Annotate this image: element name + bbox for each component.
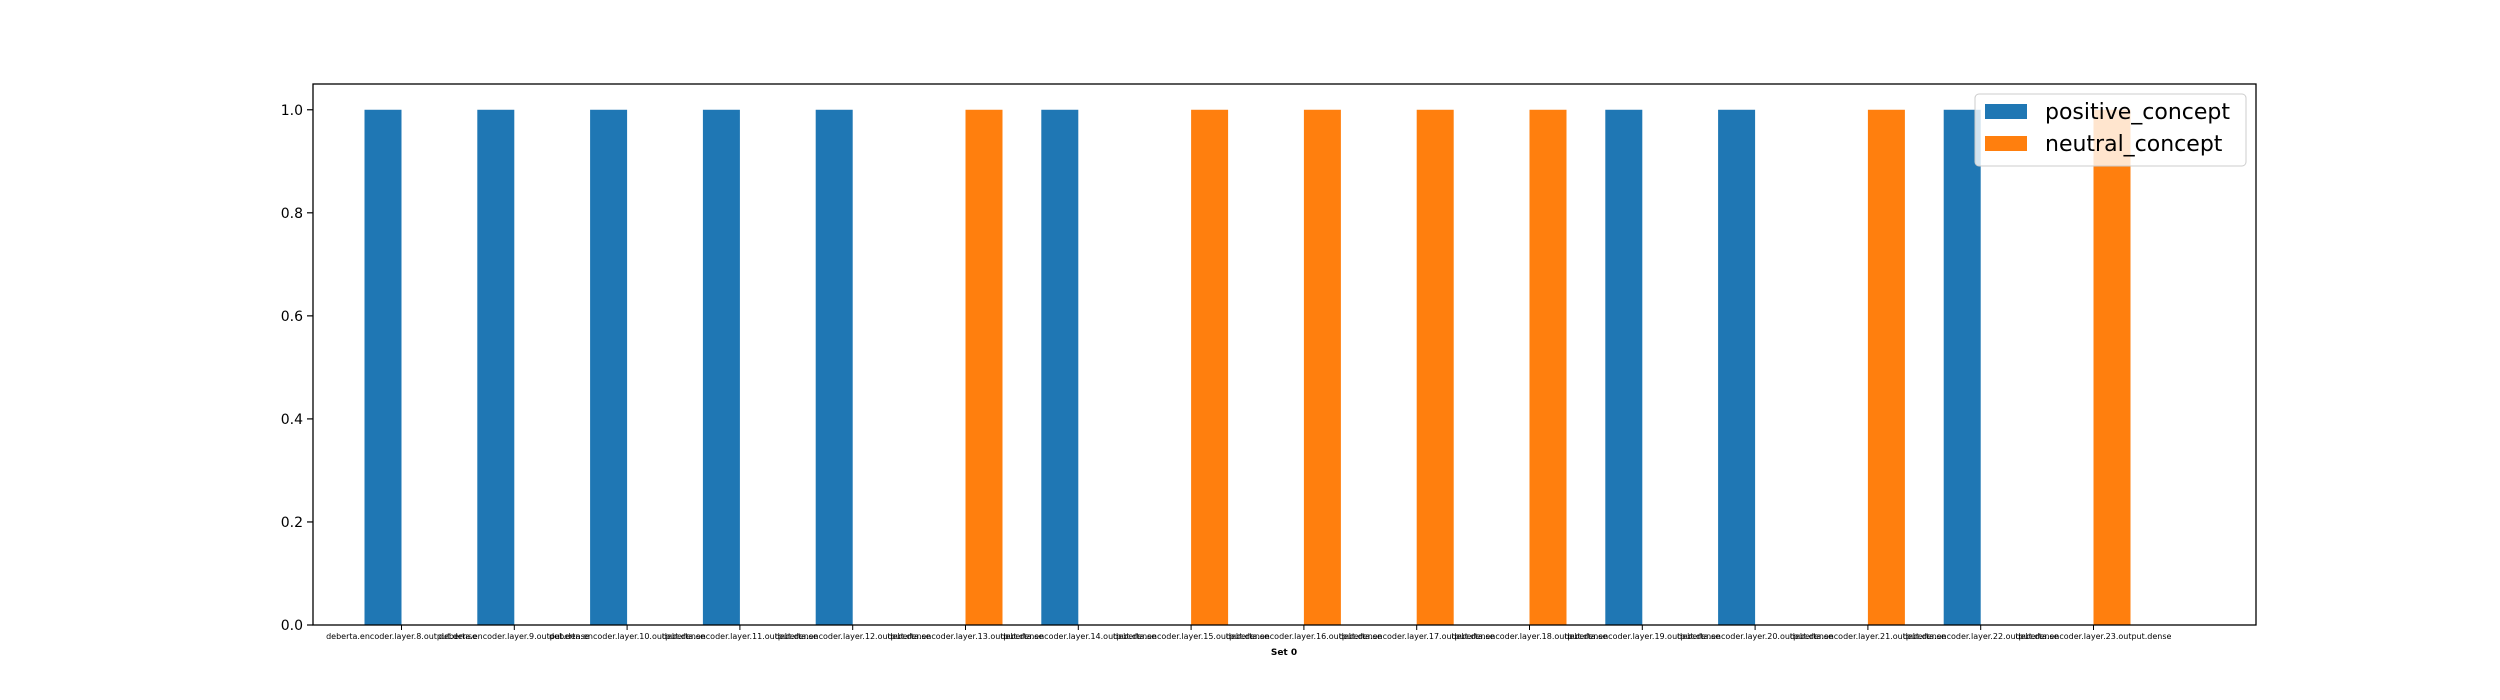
bar-neutral-concept [1867,109,1905,625]
bar-neutral-concept [965,109,1003,625]
x-tick-label: deberta.encoder.layer.9.output.dense [439,632,590,641]
x-tick-label: deberta.encoder.layer.19.output.dense [1564,632,1720,641]
legend-box [1974,93,2247,167]
y-axis: 0.0 0.2 0.4 0.6 0.8 1.0 [281,103,313,634]
x-tick-label: deberta.encoder.layer.21.output.dense [1790,632,1946,641]
bar-neutral-concept [2093,109,2131,625]
bar-neutral-concept [1303,109,1341,625]
bar-positive-concept [702,109,740,625]
legend-label: positive_concept [2045,100,2230,125]
x-tick-label: deberta.encoder.layer.15.output.dense [1113,632,1269,641]
x-axis-label: Set 0 [1271,648,1297,658]
x-tick-label: deberta.encoder.layer.18.output.dense [1452,632,1608,641]
bar-positive-concept [1718,109,1756,625]
x-tick-label: deberta.encoder.layer.14.output.dense [1000,632,1156,641]
x-tick-label: deberta.encoder.layer.13.output.dense [888,632,1044,641]
bar-positive-concept [1605,109,1643,625]
x-tick-label: deberta.encoder.layer.10.output.dense [549,632,705,641]
bar-neutral-concept [1191,109,1229,625]
x-tick-label: deberta.encoder.layer.8.output.dense [326,632,477,641]
bar-positive-concept [364,109,402,625]
y-tick-label: 1.0 [281,103,303,119]
bar-positive-concept [1943,109,1981,625]
legend-swatch-positive-concept [1985,104,2027,119]
x-tick-label: deberta.encoder.layer.11.output.dense [662,632,818,641]
x-axis: deberta.encoder.layer.8.output.densedebe… [326,625,2172,641]
bar-positive-concept [477,109,515,625]
x-tick-label: deberta.encoder.layer.20.output.dense [1677,632,1833,641]
bar-positive-concept [815,109,853,625]
y-tick-label: 0.6 [281,309,303,325]
y-tick-label: 0.2 [281,515,303,531]
x-tick-label: deberta.encoder.layer.16.output.dense [1226,632,1382,641]
plot-frame [312,83,2257,626]
y-tick-label: 0.8 [281,206,303,222]
bars-group [364,109,2131,625]
legend-swatch-neutral-concept [1985,136,2027,151]
bar-neutral-concept [1416,109,1454,625]
legend: positive_concept neutral_concept [1974,93,2247,167]
x-tick-label: deberta.encoder.layer.22.output.dense [1903,632,2059,641]
bar-positive-concept [590,109,628,625]
y-tick-label: 0.4 [281,412,303,428]
x-tick-label: deberta.encoder.layer.23.output.dense [2016,632,2172,641]
x-tick-label: deberta.encoder.layer.17.output.dense [1339,632,1495,641]
bar-positive-concept [1041,109,1079,625]
legend-label: neutral_concept [2045,132,2223,157]
x-tick-label: deberta.encoder.layer.12.output.dense [775,632,931,641]
y-tick-label: 0.0 [281,618,303,634]
bar-neutral-concept [1529,109,1567,625]
